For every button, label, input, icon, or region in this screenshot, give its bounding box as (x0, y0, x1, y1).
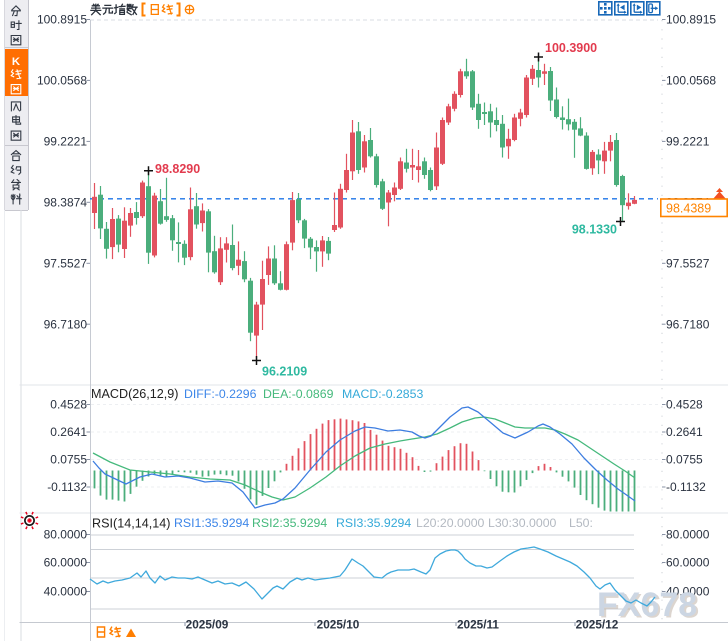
svg-text:0.0755: 0.0755 (50, 453, 87, 467)
svg-text:RSI2:35.9294: RSI2:35.9294 (252, 516, 327, 530)
svg-text:96.2109: 96.2109 (262, 365, 307, 379)
svg-text:0.2641: 0.2641 (50, 425, 87, 439)
svg-text:2025/12: 2025/12 (576, 618, 619, 632)
svg-text:97.5527: 97.5527 (44, 257, 88, 271)
svg-text:60.0000: 60.0000 (44, 556, 88, 570)
svg-text:0.4528: 0.4528 (666, 398, 703, 412)
svg-text:60.0000: 60.0000 (666, 556, 710, 570)
svg-text:2025/10: 2025/10 (317, 618, 360, 632)
svg-text:0.0755: 0.0755 (666, 453, 703, 467)
svg-text:MACD:-0.2853: MACD:-0.2853 (342, 387, 423, 401)
svg-text:98.8290: 98.8290 (155, 162, 200, 176)
svg-text:0.4528: 0.4528 (50, 398, 87, 412)
svg-text:100.0568: 100.0568 (37, 74, 87, 88)
svg-text:RSI3:35.9294: RSI3:35.9294 (336, 516, 411, 530)
svg-text:RSI1:35.9294: RSI1:35.9294 (174, 516, 249, 530)
svg-text:100.8915: 100.8915 (37, 13, 87, 27)
svg-text:80.0000: 80.0000 (666, 528, 710, 542)
svg-text:0.2641: 0.2641 (666, 425, 703, 439)
svg-text:FX678: FX678 (599, 588, 699, 626)
svg-text:MACD(26,12,9): MACD(26,12,9) (91, 387, 179, 401)
svg-text:98.4389: 98.4389 (666, 202, 711, 216)
svg-text:L50:: L50: (569, 516, 593, 530)
svg-text:K: K (12, 56, 21, 68)
svg-text:L30:30.0000: L30:30.0000 (488, 516, 557, 530)
svg-text:40.0000: 40.0000 (666, 585, 710, 599)
svg-text:100.0568: 100.0568 (666, 74, 716, 88)
svg-text:98.1330: 98.1330 (572, 223, 617, 237)
svg-text:96.7180: 96.7180 (666, 317, 710, 331)
svg-text:2025/09: 2025/09 (186, 618, 229, 632)
svg-text:-0.1132: -0.1132 (47, 480, 87, 494)
svg-text:2025/11: 2025/11 (457, 618, 499, 632)
svg-text:96.7180: 96.7180 (44, 317, 88, 331)
svg-text:RSI(14,14,14): RSI(14,14,14) (92, 517, 170, 531)
svg-text:-0.1132: -0.1132 (666, 480, 706, 494)
svg-text:L20:20.0000: L20:20.0000 (416, 516, 485, 530)
svg-text:100.3900: 100.3900 (545, 41, 597, 55)
svg-text:80.0000: 80.0000 (44, 528, 88, 542)
svg-text:99.2221: 99.2221 (44, 135, 88, 149)
svg-text:97.5527: 97.5527 (666, 257, 710, 271)
svg-text:DIFF:-0.2296: DIFF:-0.2296 (184, 387, 257, 401)
svg-text:100.8915: 100.8915 (666, 13, 716, 27)
svg-text:40.0000: 40.0000 (44, 585, 88, 599)
svg-text:99.2221: 99.2221 (666, 135, 710, 149)
svg-text:98.3874: 98.3874 (44, 196, 88, 210)
svg-text:DEA:-0.0869: DEA:-0.0869 (263, 387, 334, 401)
